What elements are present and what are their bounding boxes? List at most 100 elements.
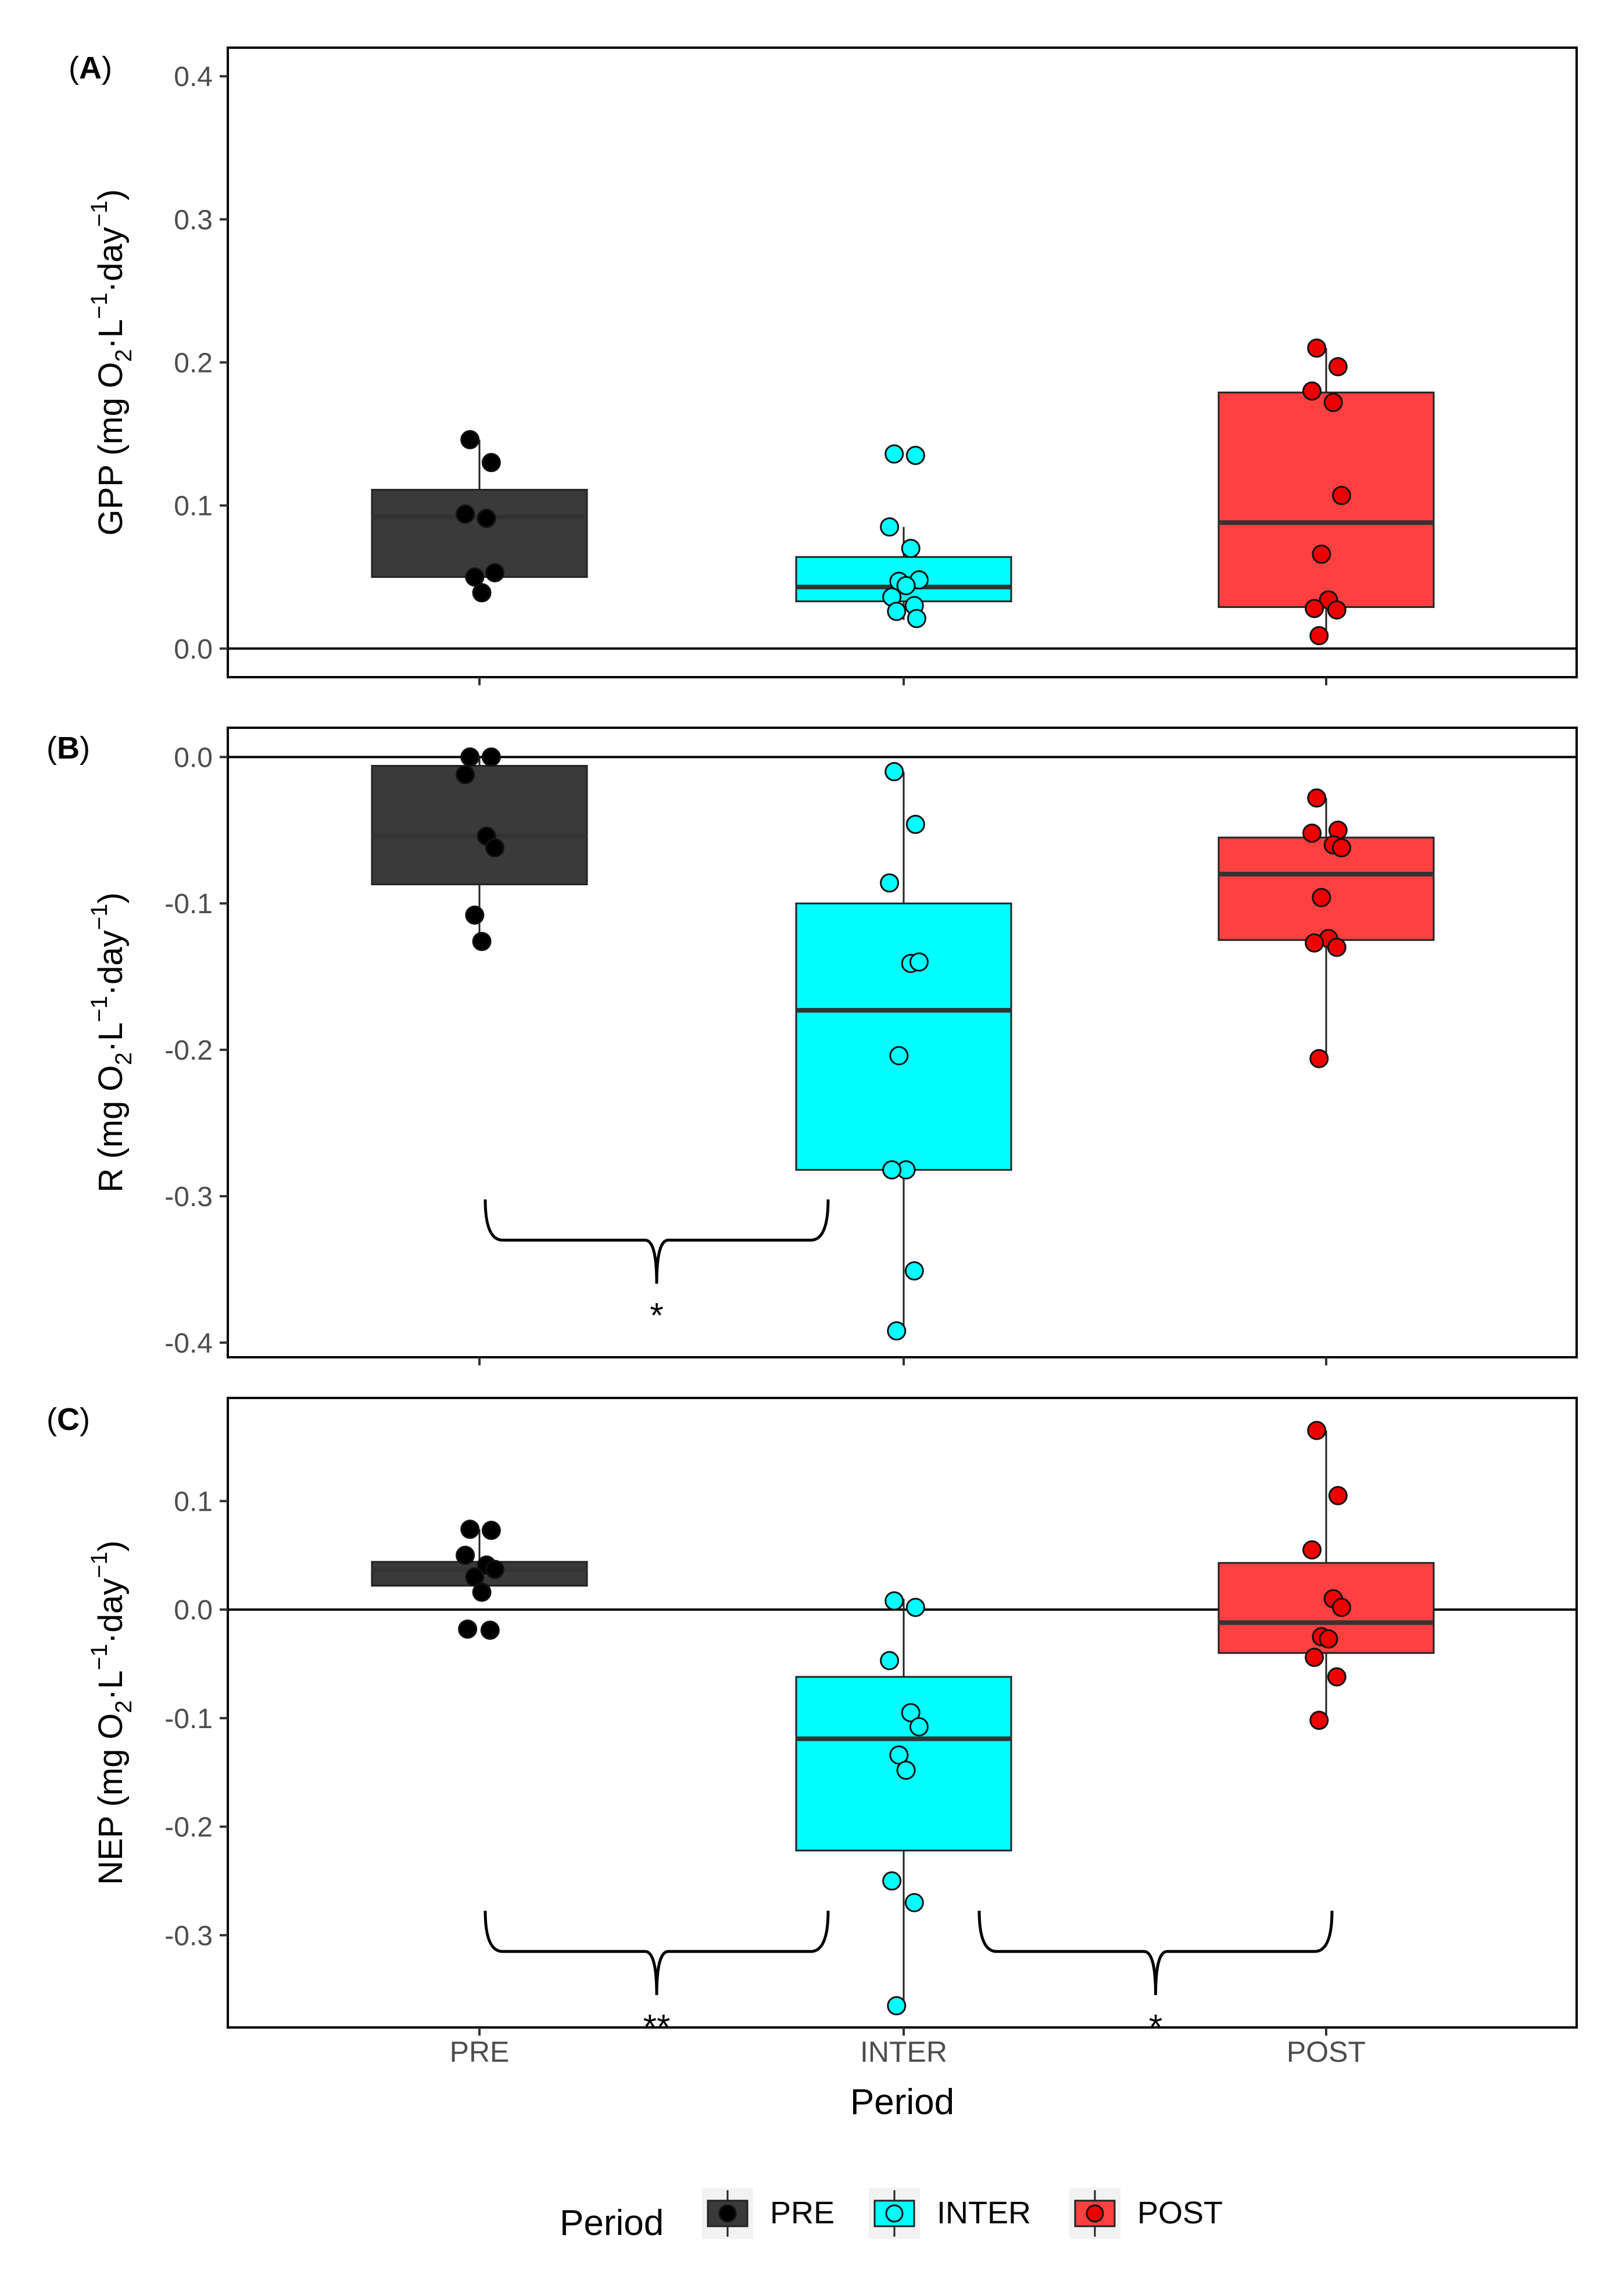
data-point-post xyxy=(1328,1486,1348,1505)
data-point-pre xyxy=(472,583,492,603)
data-point-pre xyxy=(485,563,504,582)
data-point-inter xyxy=(885,1591,904,1611)
iqr-box xyxy=(371,489,588,578)
panel-label: (B) xyxy=(46,731,90,766)
data-point-inter xyxy=(887,1996,907,2016)
data-point-pre xyxy=(458,1619,478,1639)
x-tick-label: INTER xyxy=(860,2036,947,2068)
data-point-post xyxy=(1305,1647,1324,1667)
y-tick-label: 0.0 xyxy=(174,742,213,773)
data-point-post xyxy=(1312,544,1331,564)
data-point-post xyxy=(1331,485,1351,505)
data-point-pre xyxy=(481,453,501,473)
box-post xyxy=(1217,797,1435,1059)
data-point-inter xyxy=(909,952,929,972)
data-point-pre xyxy=(456,765,475,785)
legend-key-point xyxy=(1086,2204,1104,2223)
data-point-post xyxy=(1327,600,1347,620)
data-point-pre xyxy=(465,905,485,925)
y-tick-label: 0.0 xyxy=(174,634,213,665)
data-point-inter xyxy=(905,1597,925,1617)
data-point-inter xyxy=(904,1261,924,1281)
data-point-post xyxy=(1302,1540,1322,1560)
data-point-pre xyxy=(460,1519,480,1539)
y-tick-label: -0.1 xyxy=(164,889,213,920)
x-axis: PRE INTER POST Period xyxy=(450,2036,1366,2122)
data-point-inter xyxy=(905,814,925,834)
data-point-post xyxy=(1307,788,1327,808)
data-point-pre xyxy=(472,932,492,952)
data-point-post xyxy=(1307,338,1327,358)
significance-label: * xyxy=(650,1296,663,1335)
box-inter xyxy=(795,771,1012,1333)
data-point-inter xyxy=(880,873,900,893)
panel-label: (A) xyxy=(69,51,112,85)
data-point-inter xyxy=(896,575,916,595)
panel-border xyxy=(227,727,1578,1358)
data-point-post xyxy=(1309,626,1329,646)
legend-label: POST xyxy=(1137,2195,1223,2230)
data-point-inter xyxy=(880,1651,900,1671)
data-point-inter xyxy=(901,538,921,558)
legend-item-pre: PRE xyxy=(702,2188,835,2239)
data-point-pre xyxy=(456,504,475,524)
data-point-post xyxy=(1309,1049,1329,1068)
data-point-post xyxy=(1302,381,1322,401)
data-point-post xyxy=(1305,599,1324,618)
data-point-post xyxy=(1327,1667,1347,1687)
y-tick-label: 0.4 xyxy=(174,62,213,92)
data-point-inter xyxy=(882,1871,902,1891)
data-point-pre xyxy=(460,747,480,767)
data-point-pre xyxy=(472,1582,492,1602)
legend-key-point xyxy=(885,2204,904,2223)
x-tick-label: POST xyxy=(1287,2036,1366,2068)
box-post xyxy=(1217,348,1435,636)
data-point-post xyxy=(1328,357,1348,377)
data-point-inter xyxy=(905,445,925,465)
data-point-inter xyxy=(896,1760,916,1780)
legend-label: PRE xyxy=(770,2195,835,2230)
data-point-inter xyxy=(889,1745,909,1765)
box-pre xyxy=(371,757,588,943)
panel-b: (B) 0.0 -0.1 -0.2 -0.3 -0.4 R (mg O2·L−1·day−1… xyxy=(46,727,1578,1365)
data-point-inter xyxy=(909,1717,929,1737)
y-tick-label: -0.4 xyxy=(164,1328,213,1359)
y-axis-title: NEP (mg O2·L−1·day−1) xyxy=(87,1540,137,1885)
data-point-post xyxy=(1327,938,1347,957)
data-point-post xyxy=(1307,1421,1327,1440)
data-point-inter xyxy=(882,1160,902,1180)
data-point-post xyxy=(1305,933,1324,953)
y-tick-label: -0.3 xyxy=(164,1921,213,1951)
legend-title: Period xyxy=(560,2203,664,2243)
data-point-post xyxy=(1312,888,1331,907)
significance-bracket xyxy=(484,1911,830,1995)
data-point-inter xyxy=(885,444,904,464)
data-point-pre xyxy=(480,1621,500,1640)
data-point-pre xyxy=(485,1560,504,1579)
data-point-pre xyxy=(456,1546,475,1565)
y-tick-label: 0.3 xyxy=(174,205,213,235)
data-point-post xyxy=(1309,1711,1329,1730)
data-point-pre xyxy=(485,838,504,858)
data-point-inter xyxy=(880,517,900,537)
y-tick-label: -0.3 xyxy=(164,1182,213,1213)
box-pre xyxy=(371,439,588,592)
data-point-pre xyxy=(465,1567,485,1587)
y-tick-label: -0.1 xyxy=(164,1704,213,1734)
significance-bracket xyxy=(977,1911,1334,1995)
data-point-post xyxy=(1302,823,1322,843)
data-point-post xyxy=(1323,392,1343,412)
iqr-box xyxy=(371,764,588,885)
panel-label: (C) xyxy=(46,1402,90,1437)
data-point-pre xyxy=(481,747,501,767)
y-tick-label: 0.2 xyxy=(174,348,213,379)
panel-a: (A) 0.0 0.1 0.2 0.3 0.4 GPP (mg O2·L−1·day−1) xyxy=(69,47,1578,685)
data-point-pre xyxy=(477,509,496,528)
iqr-box xyxy=(1217,391,1435,608)
data-point-inter xyxy=(904,1893,924,1912)
legend-label: INTER xyxy=(937,2195,1031,2230)
y-tick-label: 0.1 xyxy=(174,491,213,522)
data-point-inter xyxy=(901,1703,921,1722)
legend-key-point xyxy=(718,2204,737,2223)
